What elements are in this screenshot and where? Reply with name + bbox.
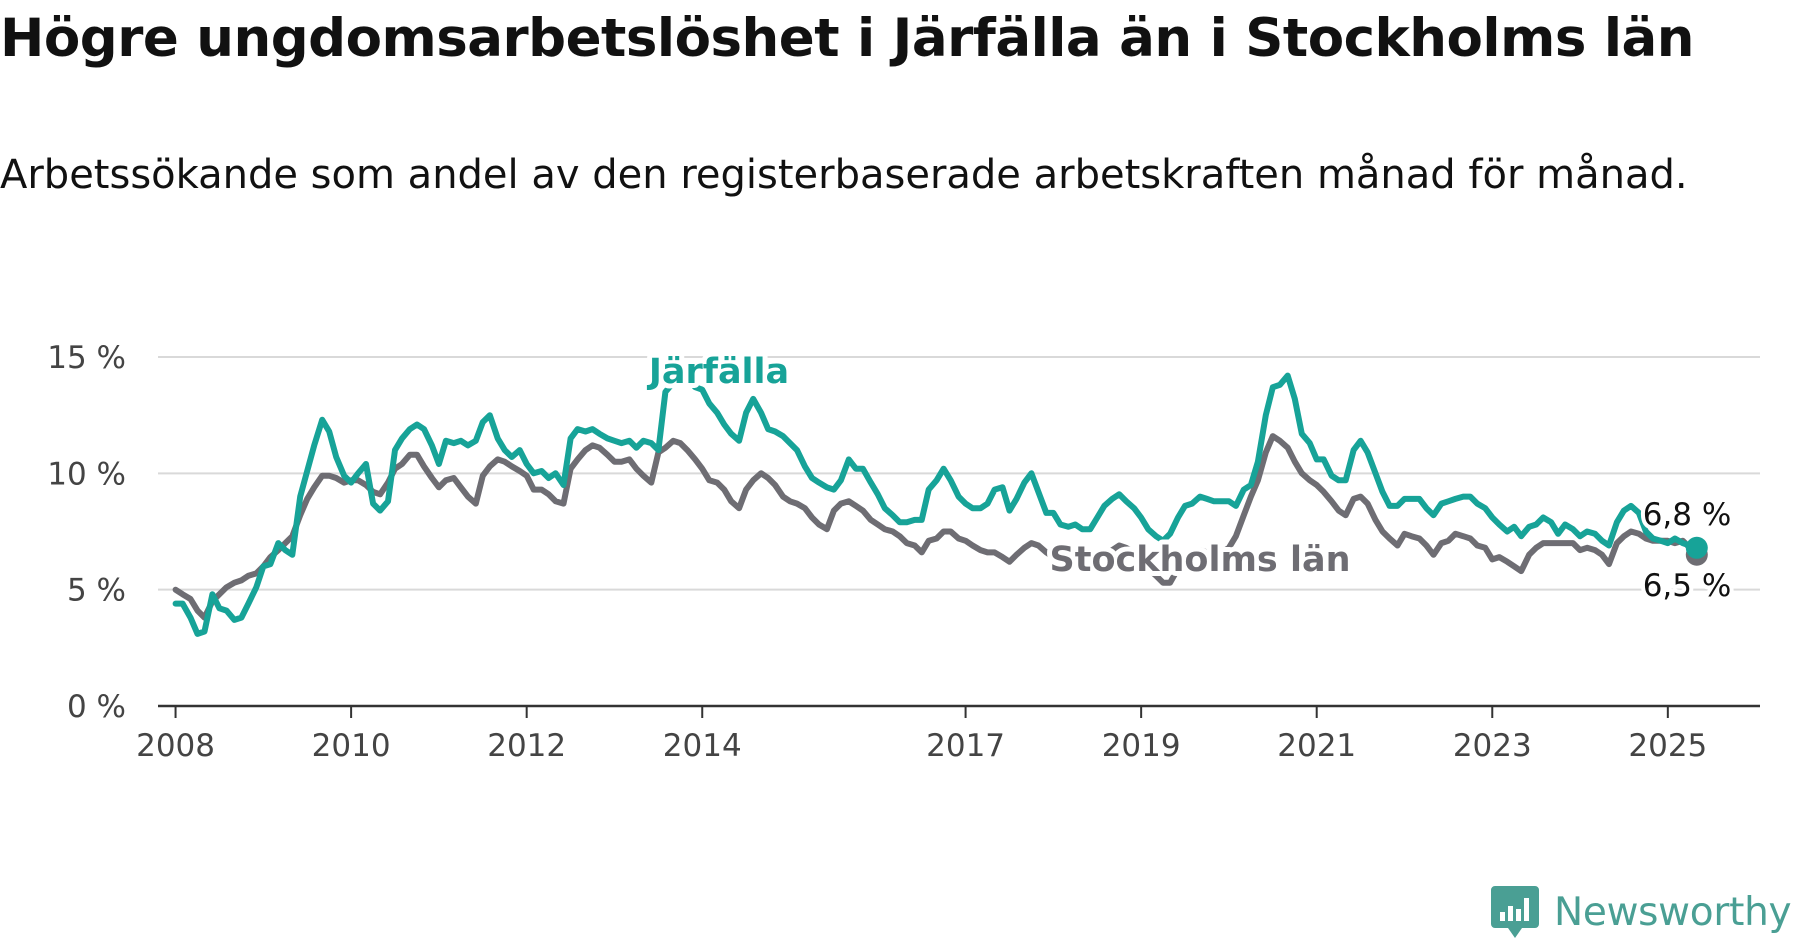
series-label-jarfalla: Järfälla: [647, 352, 789, 392]
series-label-stockholms-lan: Stockholms län: [1050, 540, 1351, 580]
end-label-stockholms-lan: 6,5 %: [1643, 568, 1732, 604]
series-lines: [172, 368, 1708, 637]
chart-subtitle: Arbetssökande som andel av den registerb…: [0, 152, 1688, 198]
gridlines: [158, 356, 1760, 591]
end-point-marker: [1685, 536, 1708, 559]
x-tick-label: 2021: [1277, 728, 1356, 764]
x-tick-label: 2012: [487, 728, 566, 764]
y-tick-label: 10 %: [47, 456, 126, 492]
brand-name: Newsworthy: [1554, 889, 1792, 935]
chart-title: Högre ungdomsarbetslöshet i Järfälla än …: [0, 8, 1694, 69]
x-tick-label: 2025: [1628, 728, 1707, 764]
newsworthy-logo-icon: [1491, 886, 1539, 938]
series-labels: Järfälla Stockholms län 6,8 % 6,5 %: [642, 347, 1735, 608]
x-tick-label: 2014: [663, 728, 742, 764]
y-tick-label: 15 %: [47, 340, 126, 376]
x-tick-label: 2017: [926, 728, 1005, 764]
x-tick-label: 2010: [312, 728, 391, 764]
series-line-stockholms-lan: [172, 433, 1700, 621]
series-line-jarfalla: [172, 368, 1700, 637]
x-tick-label: 2023: [1453, 728, 1532, 764]
y-tick-label: 0 %: [67, 689, 126, 725]
x-tick-label: 2019: [1102, 728, 1181, 764]
newsworthy-logo: Newsworthy: [1490, 882, 1792, 942]
x-tick-label: 2008: [136, 728, 215, 764]
y-tick-label: 5 %: [67, 573, 126, 609]
axes: 0 % 5 % 10 % 15 % 2008 2010 2012 2014 2017 2019 20…: [47, 340, 1760, 764]
end-label-jarfalla: 6,8 %: [1643, 497, 1732, 533]
